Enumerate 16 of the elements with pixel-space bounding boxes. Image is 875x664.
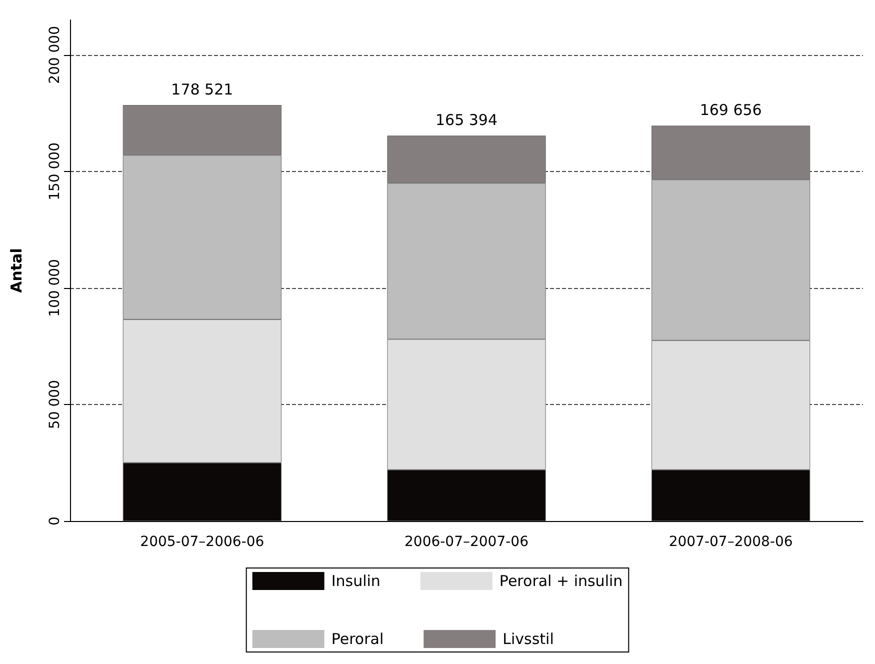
legend-label: Insulin xyxy=(331,572,380,590)
x-tick-label: 2007-07–2008-06 xyxy=(668,534,793,550)
y-tick-label: 200 000 xyxy=(47,26,63,84)
total-label: 169 656 xyxy=(700,101,762,120)
y-tick-label: 100 000 xyxy=(47,259,63,317)
total-label: 165 394 xyxy=(435,111,498,130)
legend-label: Livsstil xyxy=(502,630,554,648)
legend-label: Peroral xyxy=(331,630,384,648)
y-tick-label: 0 xyxy=(47,516,63,526)
y-axis-title: Antal xyxy=(8,248,26,293)
x-tick-label: 2005-07–2006-06 xyxy=(140,534,264,550)
x-tick-label: 2006-07–2007-06 xyxy=(404,534,529,550)
total-label: 178 521 xyxy=(171,80,234,99)
legend-label: Peroral + insulin xyxy=(499,572,623,590)
y-tick-label: 150 000 xyxy=(47,142,63,200)
y-tick-label: 50 000 xyxy=(47,380,63,429)
